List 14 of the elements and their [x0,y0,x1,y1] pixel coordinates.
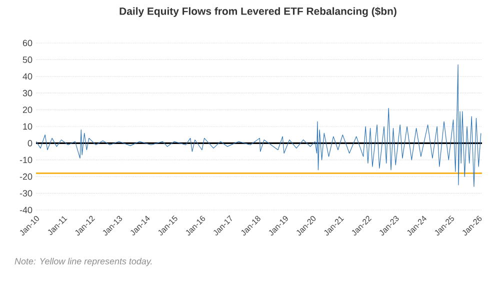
y-tick-label: 30 [22,90,32,96]
chart-title: Daily Equity Flows from Levered ETF Rebalancing ($bn) [120,7,396,17]
y-tick-label: 40 [22,73,32,80]
text: Note: Yellow line represents today. [14,258,152,266]
y-tick-label: 0 [28,140,32,146]
line-series [36,64,482,187]
y-tick-label: 60 [22,40,32,46]
y-tick-label: -40 [20,206,32,214]
y-tick-label: -30 [20,190,32,196]
y-tick-label: 50 [22,56,32,63]
y-tick-label: -10 [20,156,32,164]
y-tick-label: -20 [20,173,32,180]
y-tick-label: 20 [22,106,32,113]
y-tick-label: 10 [23,123,32,130]
